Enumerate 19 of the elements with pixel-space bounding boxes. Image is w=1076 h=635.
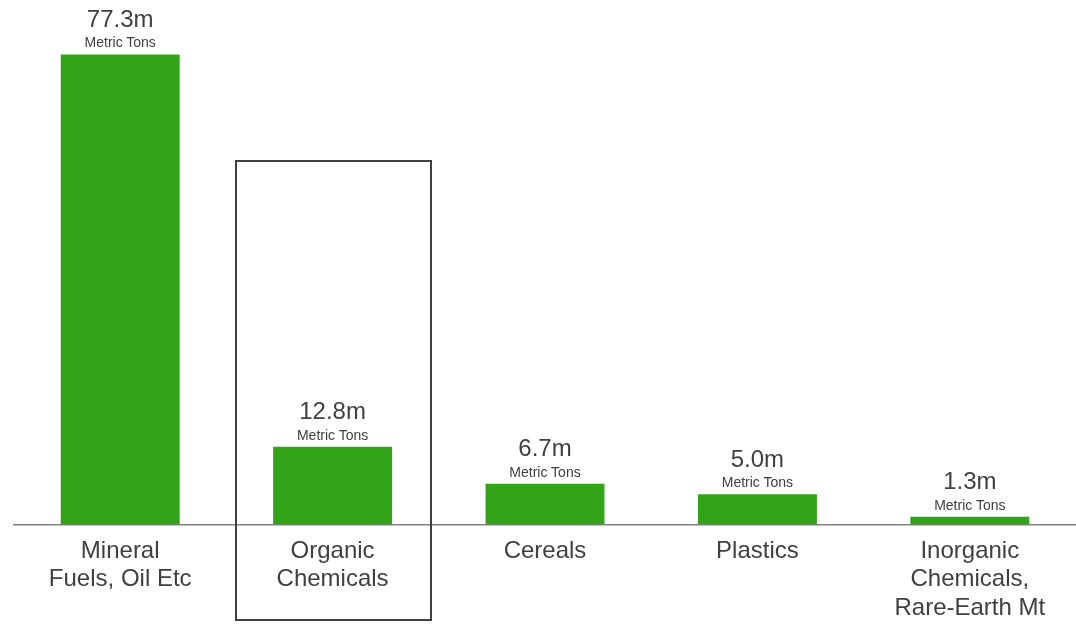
data-label: 77.3m (86, 5, 154, 33)
annotation: Metric Tons (296, 426, 369, 443)
annotation: Metric Tons (934, 496, 1006, 513)
data-label: 12.8m (299, 397, 366, 425)
bar (485, 483, 605, 525)
bar (273, 446, 393, 525)
x-tick-label: Inorganic Chemicals, Rare-Earth Mt (894, 535, 1046, 621)
data-label: 6.7m (518, 434, 572, 462)
x-tick-label: Mineral Fuels, Oil Etc (48, 535, 192, 592)
data-label: 5.0m (730, 444, 785, 472)
bar (60, 54, 180, 525)
annotation: Metric Tons (84, 34, 156, 51)
annotation: Metric Tons (509, 463, 581, 480)
data-label: 1.3m (943, 467, 997, 495)
x-tick-label: Plastics (716, 535, 799, 563)
bar (697, 494, 817, 525)
x-tick-label: Cereals (503, 535, 587, 563)
x-tick-label: Organic Chemicals (276, 535, 389, 592)
annotation: Metric Tons (721, 474, 794, 491)
